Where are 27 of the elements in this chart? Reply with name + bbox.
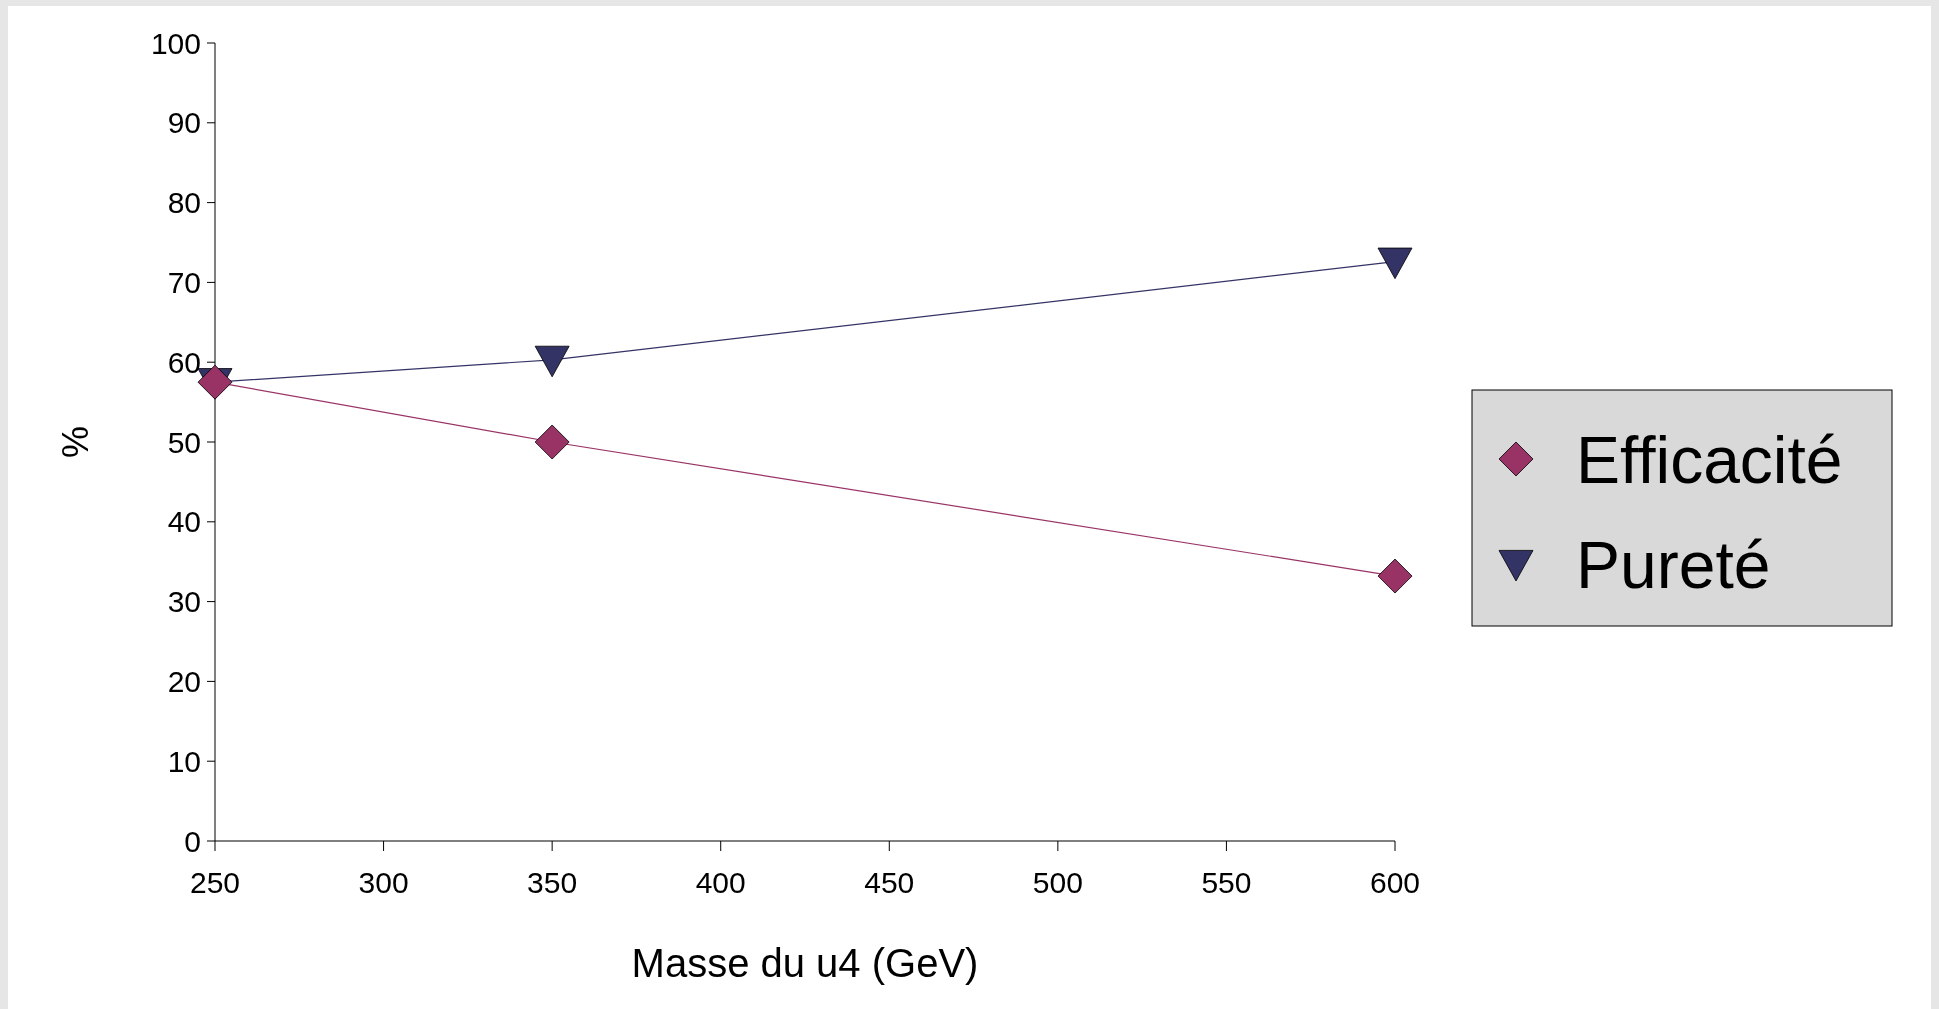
y-tick-label: 20 <box>167 664 201 698</box>
legend-label: Pureté <box>1576 527 1771 602</box>
y-tick-label: 60 <box>167 345 201 379</box>
x-tick-label: 400 <box>695 866 746 899</box>
legend-label: Efficacité <box>1576 422 1843 497</box>
x-tick-label: 550 <box>1201 866 1252 899</box>
point <box>1377 247 1413 280</box>
x-tick-label: 350 <box>527 866 578 899</box>
x-tick-label: 500 <box>1032 866 1083 899</box>
point <box>1377 558 1413 594</box>
y-tick-label: 80 <box>167 186 201 220</box>
y-tick-label: 70 <box>167 265 201 299</box>
y-tick-label: 40 <box>167 505 201 539</box>
point <box>534 424 570 460</box>
y-tick-label: 100 <box>150 26 201 60</box>
x-tick-label: 300 <box>358 866 409 899</box>
point <box>534 345 570 378</box>
x-axis-title: Masse du u4 (GeV) <box>631 941 979 985</box>
y-tick-label: 0 <box>184 824 201 858</box>
y-tick-label: 10 <box>167 744 201 778</box>
y-tick-label: 30 <box>167 585 201 619</box>
y-axis-title: % <box>55 425 96 459</box>
x-tick-label: 450 <box>864 866 915 899</box>
y-tick-label: 90 <box>167 106 201 140</box>
x-tick-label: 250 <box>189 866 241 899</box>
y-tick-label: 50 <box>167 425 201 459</box>
x-tick-label: 600 <box>1369 866 1421 899</box>
